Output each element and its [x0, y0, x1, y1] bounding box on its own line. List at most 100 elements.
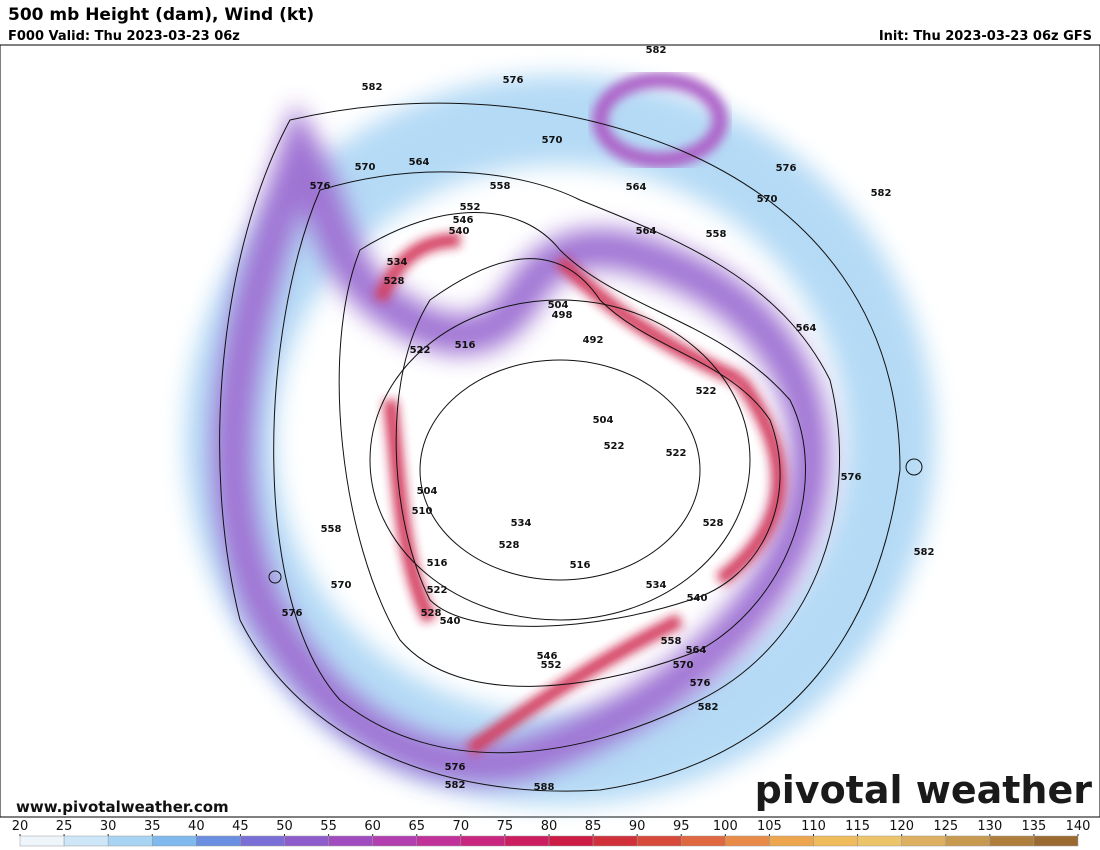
colorbar-swatch	[63, 835, 109, 847]
colorbar-swatch	[460, 835, 506, 847]
contour-label: 558	[706, 229, 727, 240]
contour-label: 528	[421, 608, 442, 619]
contour-label: 516	[455, 340, 476, 351]
brand-watermark: pivotal weather	[755, 768, 1093, 812]
colorbar-swatch	[681, 835, 726, 847]
colorbar-swatch	[19, 835, 65, 847]
wind-shading	[185, 72, 935, 805]
contour-label: 504	[548, 300, 569, 311]
colorbar-swatch	[328, 835, 373, 847]
colorbar-swatch	[416, 835, 462, 847]
init-time: Init: Thu 2023-03-23 06z GFS	[879, 29, 1092, 44]
contour-label: 576	[310, 181, 331, 192]
contour-label: 564	[796, 323, 817, 334]
contour-label: 534	[511, 518, 532, 529]
colorbar-swatch	[372, 835, 417, 847]
contour-label: 522	[427, 585, 448, 596]
colorbar-swatch	[592, 835, 638, 847]
colorbar-swatch	[769, 835, 814, 847]
contour-label: 582	[871, 188, 892, 199]
colorbar-swatch	[196, 835, 241, 847]
contour-label: 552	[541, 660, 562, 671]
colorbar-tick-label: 90	[629, 819, 646, 834]
contour-label: 570	[542, 135, 563, 146]
colorbar-swatch	[901, 835, 947, 847]
colorbar-swatch	[945, 835, 991, 847]
contour-label: 582	[914, 547, 935, 558]
colorbar-tick-label: 100	[713, 819, 738, 834]
colorbar-swatch	[725, 835, 770, 847]
contour-label: 522	[410, 345, 431, 356]
contour-label: 570	[355, 162, 376, 173]
contour-label: 534	[387, 257, 408, 268]
contour-label: 564	[636, 226, 657, 237]
colorbar-tick-label: 25	[56, 819, 73, 834]
colorbar-tick-label: 95	[673, 819, 690, 834]
title: 500 mb Height (dam), Wind (kt)	[8, 5, 314, 25]
contour-label: 558	[661, 636, 682, 647]
colorbar-swatch	[1033, 835, 1079, 847]
contour-label: 498	[552, 310, 573, 321]
contour-label: 576	[690, 678, 711, 689]
contour-label: 492	[583, 335, 604, 346]
colorbar-swatch	[107, 835, 153, 847]
contour-label: 504	[417, 486, 438, 497]
valid-time: F000 Valid: Thu 2023-03-23 06z	[8, 29, 240, 44]
colorbar-tick-label: 110	[801, 819, 826, 834]
colorbar-swatch	[548, 835, 594, 847]
contour-label: 516	[570, 560, 591, 571]
colorbar-swatch	[989, 835, 1035, 847]
colorbar: 20 25 30 35 40 45 50 55 60 65 70 75 80 85 90 95 100 105 11…	[12, 819, 1090, 847]
contour-label: 528	[499, 540, 520, 551]
contour-label: 582	[646, 45, 667, 56]
colorbar-swatch	[152, 835, 197, 847]
colorbar-tick-label: 75	[497, 819, 514, 834]
contour-label: 576	[776, 163, 797, 174]
contour-label: 522	[604, 441, 625, 452]
contour-label: 522	[666, 448, 687, 459]
colorbar-tick-label: 35	[144, 819, 161, 834]
contour-label: 546	[453, 215, 474, 226]
height-contours	[219, 102, 901, 792]
colorbar-tick-label: 40	[188, 819, 205, 834]
contour-label: 540	[687, 593, 708, 604]
contour-label: 504	[593, 415, 614, 426]
contour-label: 540	[440, 616, 461, 627]
colorbar-tick-label: 70	[453, 819, 470, 834]
contour-label: 576	[445, 762, 466, 773]
colorbar-swatch	[813, 835, 858, 847]
contour-label: 552	[460, 202, 481, 213]
colorbar-tick-label: 50	[276, 819, 293, 834]
colorbar-tick-label: 30	[100, 819, 117, 834]
website: www.pivotalweather.com	[16, 798, 229, 816]
contour-label: 582	[445, 780, 466, 791]
colorbar-tick-label: 60	[364, 819, 381, 834]
contour-label: 588	[534, 782, 555, 793]
contour-label: 564	[626, 182, 647, 193]
contour-label: 522	[696, 386, 717, 397]
contour-label: 558	[490, 181, 511, 192]
colorbar-tick-label: 120	[889, 819, 914, 834]
colorbar-tick-label: 130	[977, 819, 1002, 834]
colorbar-swatch	[284, 835, 329, 847]
contour-label: 510	[412, 506, 433, 517]
contour-label: 582	[362, 82, 383, 93]
contour-label: 546	[537, 651, 558, 662]
colorbar-swatch	[240, 835, 285, 847]
contour-label: 576	[282, 608, 303, 619]
contour-label: 576	[503, 75, 524, 86]
colorbar-swatch	[636, 835, 682, 847]
contour-label: 570	[331, 580, 352, 591]
contour-label: 564	[686, 645, 707, 656]
contour-label: 540	[449, 226, 470, 237]
colorbar-tick-label: 65	[408, 819, 425, 834]
colorbar-tick-label: 115	[845, 819, 870, 834]
colorbar-tick-label: 125	[933, 819, 958, 834]
colorbar-swatch	[504, 835, 550, 847]
contour-label: 570	[757, 194, 778, 205]
contour-label: 528	[384, 276, 405, 287]
